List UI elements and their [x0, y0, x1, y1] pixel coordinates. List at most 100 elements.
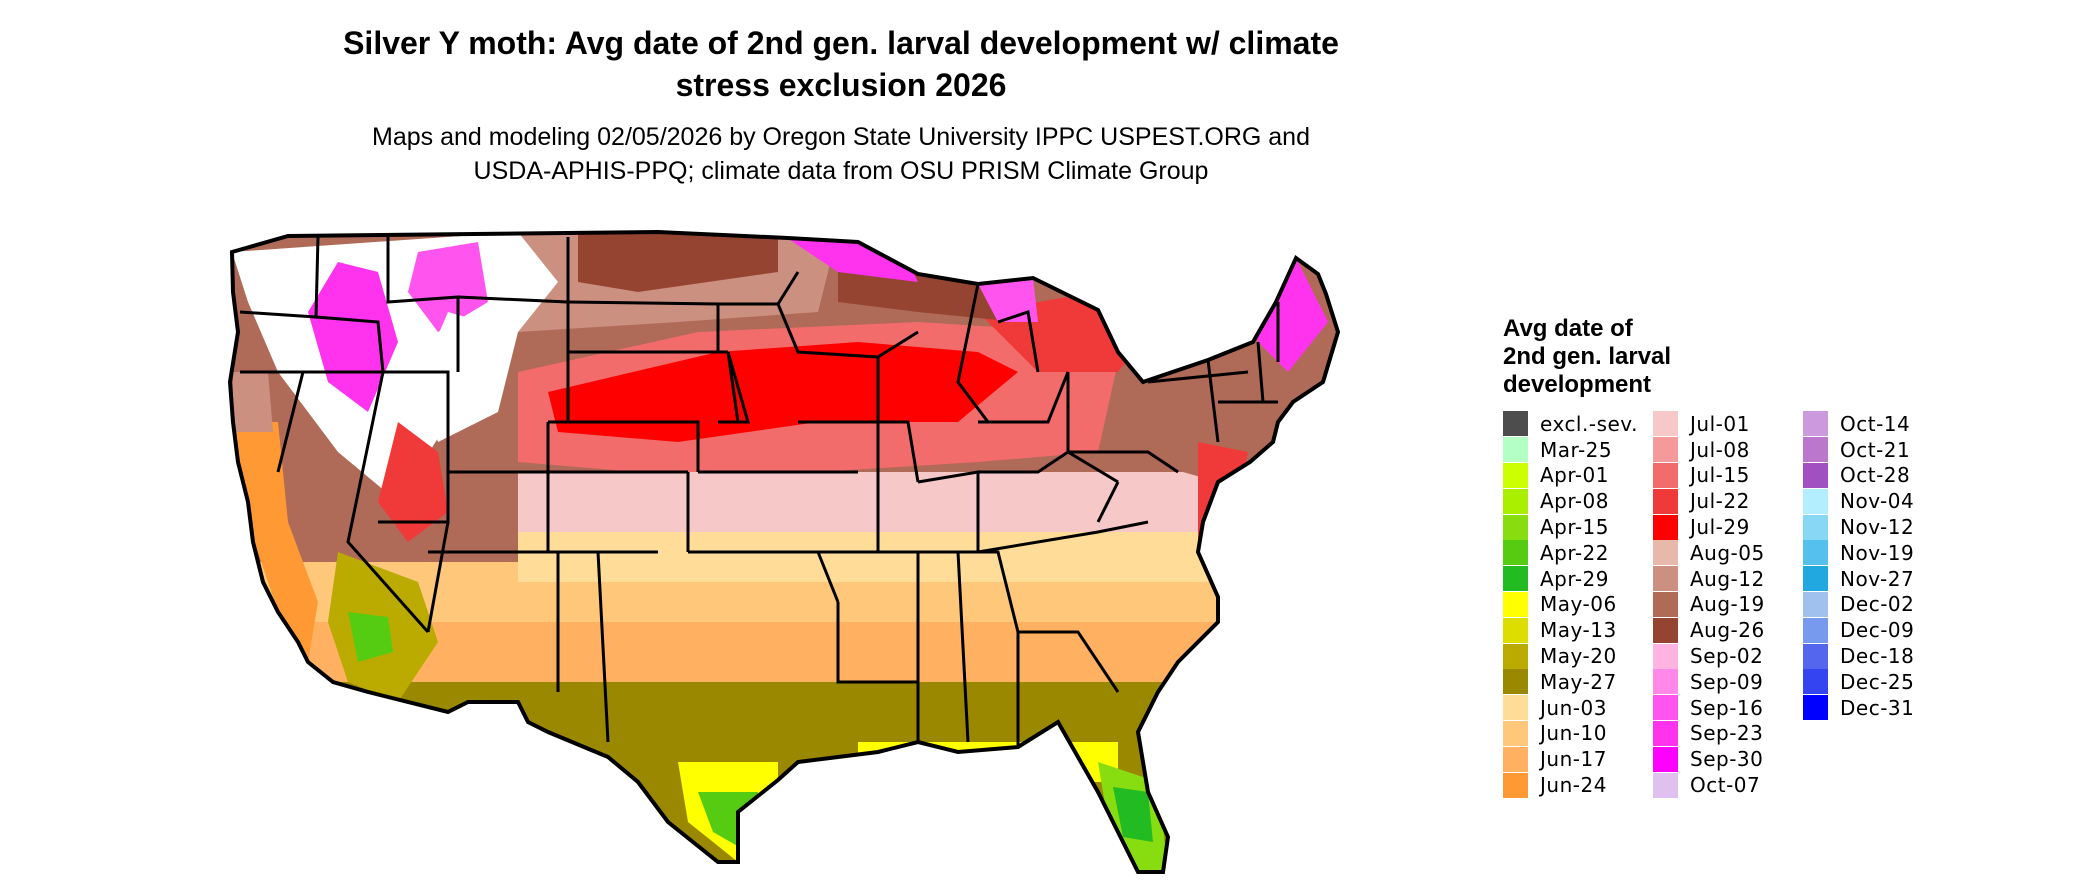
- legend-label: May-06: [1540, 592, 1617, 617]
- legend-title-line-1: Avg date of: [1503, 315, 1633, 342]
- legend-item: Dec-31: [1803, 695, 1953, 721]
- legend-swatch: [1803, 669, 1828, 695]
- legend-item: May-06: [1503, 591, 1653, 618]
- legend-item: Aug-05: [1653, 540, 1803, 566]
- legend-swatch: [1653, 669, 1678, 695]
- legend-item: Jun-10: [1503, 720, 1653, 747]
- legend-swatch: [1653, 566, 1678, 592]
- legend-label: Jul-08: [1690, 437, 1750, 462]
- legend-column: Jul-01 Jul-08 Jul-15 Jul-22 Jul-29 Aug-05 Aug-…: [1653, 411, 1803, 798]
- legend-item: Apr-15: [1503, 514, 1653, 540]
- legend-item: Jun-24: [1503, 772, 1653, 798]
- legend-swatch: [1803, 411, 1828, 437]
- legend-item: Sep-09: [1653, 669, 1803, 695]
- legend-item: Oct-07: [1653, 772, 1803, 798]
- legend-label: Dec-09: [1840, 618, 1915, 643]
- legend-label: Sep-23: [1690, 721, 1764, 746]
- legend-swatch: [1503, 617, 1528, 643]
- legend-item: Jun-17: [1503, 746, 1653, 772]
- legend-label: Dec-18: [1840, 644, 1915, 669]
- legend-item: Sep-23: [1653, 720, 1803, 747]
- legend-swatch: [1503, 488, 1528, 514]
- legend-swatch: [1503, 643, 1528, 669]
- legend-item: Oct-14: [1803, 411, 1953, 437]
- legend-label: Oct-07: [1690, 773, 1761, 798]
- legend-label: Nov-12: [1840, 515, 1915, 540]
- us-outline: [227, 229, 1341, 874]
- legend-column: Oct-14 Oct-21 Oct-28 Nov-04 Nov-12 Nov-19 Nov-…: [1803, 411, 1953, 798]
- map-legend: Avg date of 2nd gen. larval development …: [1503, 315, 1953, 798]
- legend-title: Avg date of 2nd gen. larval development: [1503, 315, 1953, 399]
- legend-label: Nov-04: [1840, 489, 1915, 514]
- legend-swatch: [1503, 411, 1528, 437]
- legend-swatch: [1803, 566, 1828, 592]
- legend-label: Jul-01: [1690, 411, 1750, 436]
- legend-label: Mar-25: [1540, 437, 1613, 462]
- legend-item: Oct-28: [1803, 462, 1953, 489]
- legend-swatch: [1803, 591, 1828, 617]
- legend-label: Jul-29: [1690, 515, 1750, 540]
- legend-label: Aug-19: [1690, 592, 1765, 617]
- map-title: Silver Y moth: Avg date of 2nd gen. larv…: [250, 22, 1432, 106]
- legend-item: May-27: [1503, 669, 1653, 695]
- legend-label: Dec-31: [1840, 695, 1915, 720]
- legend-item: May-13: [1503, 617, 1653, 643]
- legend-item: Dec-02: [1803, 591, 1953, 618]
- legend-label: Jun-03: [1540, 695, 1607, 720]
- legend-item: Dec-18: [1803, 643, 1953, 669]
- legend-swatch: [1503, 540, 1528, 566]
- legend-label: Apr-08: [1540, 489, 1609, 514]
- legend-item: Dec-09: [1803, 617, 1953, 643]
- legend-swatch: [1803, 643, 1828, 669]
- legend-swatch: [1653, 437, 1678, 463]
- legend-label: Oct-28: [1840, 463, 1911, 488]
- legend-label: Jun-17: [1540, 747, 1607, 772]
- legend-item: Apr-22: [1503, 540, 1653, 566]
- legend-swatch: [1503, 437, 1528, 463]
- legend-item: Nov-19: [1803, 540, 1953, 566]
- legend-swatch: [1503, 772, 1528, 798]
- legend-label: Jun-24: [1540, 773, 1607, 798]
- legend-swatch: [1803, 617, 1828, 643]
- legend-swatch: [1653, 488, 1678, 514]
- legend-label: May-27: [1540, 669, 1617, 694]
- legend-label: excl.-sev.: [1540, 411, 1638, 436]
- legend-column: excl.-sev. Mar-25 Apr-01 Apr-08 Apr-15 Apr-22…: [1503, 411, 1653, 798]
- legend-swatch: [1653, 591, 1678, 617]
- legend-label: Apr-15: [1540, 515, 1609, 540]
- legend-swatch: [1503, 695, 1528, 721]
- legend-item: Jul-08: [1653, 437, 1803, 463]
- legend-item: Aug-19: [1653, 591, 1803, 618]
- legend-label: May-20: [1540, 644, 1617, 669]
- legend-label: Nov-19: [1840, 540, 1915, 565]
- legend-swatch: [1803, 540, 1828, 566]
- legend-swatch: [1503, 746, 1528, 772]
- subtitle-line-1: Maps and modeling 02/05/2026 by Oregon S…: [372, 123, 1310, 151]
- title-line-1: Silver Y moth: Avg date of 2nd gen. larv…: [343, 25, 1339, 61]
- legend-label: Oct-21: [1840, 437, 1911, 462]
- legend-item: Aug-26: [1653, 617, 1803, 643]
- legend-item: Nov-04: [1803, 488, 1953, 514]
- legend-swatch: [1503, 462, 1528, 488]
- legend-item: Jul-29: [1653, 514, 1803, 540]
- legend-item: Apr-01: [1503, 462, 1653, 489]
- legend-swatch: [1803, 514, 1828, 540]
- legend-label: Apr-29: [1540, 566, 1609, 591]
- legend-item: Nov-27: [1803, 566, 1953, 592]
- title-line-2: stress exclusion 2026: [675, 67, 1007, 103]
- state-borders: [239, 236, 1280, 747]
- legend-swatch: [1653, 617, 1678, 643]
- legend-item: Sep-16: [1653, 695, 1803, 721]
- legend-swatch: [1653, 514, 1678, 540]
- legend-swatch: [1653, 643, 1678, 669]
- legend-item: excl.-sev.: [1503, 411, 1653, 437]
- legend-item: Nov-12: [1803, 514, 1953, 540]
- map-subtitle: Maps and modeling 02/05/2026 by Oregon S…: [250, 120, 1432, 188]
- legend-item: Sep-02: [1653, 643, 1803, 669]
- legend-item: Apr-29: [1503, 566, 1653, 592]
- legend-item: May-20: [1503, 643, 1653, 669]
- legend-item: Dec-25: [1803, 669, 1953, 695]
- legend-swatch: [1653, 695, 1678, 721]
- legend-label: Jun-10: [1540, 721, 1607, 746]
- legend-swatch: [1653, 462, 1678, 488]
